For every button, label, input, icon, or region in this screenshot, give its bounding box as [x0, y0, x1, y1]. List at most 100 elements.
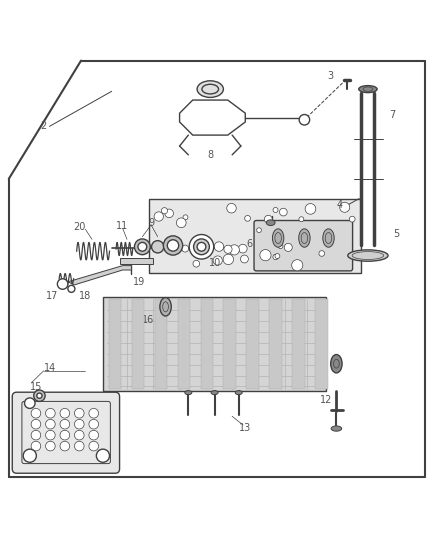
Circle shape	[89, 408, 99, 418]
Text: 17: 17	[46, 291, 58, 301]
Circle shape	[46, 430, 55, 440]
Ellipse shape	[348, 250, 388, 261]
Circle shape	[31, 419, 41, 429]
Circle shape	[165, 209, 173, 217]
Circle shape	[167, 240, 179, 251]
Circle shape	[37, 393, 42, 398]
Text: 5: 5	[393, 229, 399, 239]
Ellipse shape	[331, 426, 342, 431]
Bar	[315, 300, 328, 389]
Circle shape	[194, 239, 209, 255]
Circle shape	[96, 449, 110, 462]
Ellipse shape	[185, 391, 192, 394]
Circle shape	[299, 115, 310, 125]
Bar	[109, 300, 121, 389]
Circle shape	[182, 245, 189, 252]
Circle shape	[89, 430, 99, 440]
FancyBboxPatch shape	[254, 221, 353, 271]
Circle shape	[23, 449, 36, 462]
Text: 4: 4	[336, 200, 343, 210]
Circle shape	[240, 255, 248, 263]
Ellipse shape	[323, 229, 334, 247]
Circle shape	[31, 441, 41, 451]
Circle shape	[177, 218, 186, 228]
Text: 3: 3	[328, 71, 334, 81]
Circle shape	[245, 215, 251, 221]
Ellipse shape	[197, 81, 223, 98]
Bar	[223, 300, 236, 389]
Text: 15: 15	[30, 382, 42, 392]
Circle shape	[60, 419, 70, 429]
Circle shape	[89, 441, 99, 451]
Bar	[247, 300, 259, 389]
Polygon shape	[120, 258, 153, 264]
Ellipse shape	[266, 220, 275, 225]
Text: 10: 10	[208, 258, 221, 268]
Text: 13: 13	[239, 423, 251, 433]
Text: 9: 9	[148, 217, 154, 228]
Circle shape	[134, 239, 150, 255]
Circle shape	[60, 430, 70, 440]
Circle shape	[25, 398, 35, 408]
Text: 2: 2	[40, 122, 46, 131]
Circle shape	[138, 243, 147, 251]
Text: 18: 18	[79, 291, 92, 301]
Ellipse shape	[272, 229, 284, 247]
Text: 14: 14	[44, 363, 57, 373]
Text: 6: 6	[247, 239, 253, 249]
Circle shape	[260, 249, 271, 261]
Circle shape	[74, 419, 84, 429]
Circle shape	[213, 256, 223, 265]
Text: 8: 8	[207, 150, 213, 160]
Text: 11: 11	[116, 221, 128, 231]
Text: 20: 20	[74, 222, 86, 232]
Circle shape	[224, 245, 232, 253]
Circle shape	[46, 408, 55, 418]
Bar	[131, 300, 144, 389]
Circle shape	[60, 441, 70, 451]
Bar	[269, 300, 282, 389]
Circle shape	[229, 245, 240, 255]
Circle shape	[161, 208, 168, 214]
Text: 16: 16	[142, 315, 154, 325]
Circle shape	[193, 261, 200, 267]
Circle shape	[319, 251, 325, 256]
Text: 12: 12	[320, 395, 332, 405]
Circle shape	[273, 254, 279, 260]
Bar	[201, 300, 213, 389]
Circle shape	[214, 242, 224, 251]
Circle shape	[74, 430, 84, 440]
Circle shape	[74, 408, 84, 418]
Circle shape	[183, 215, 188, 220]
Circle shape	[275, 254, 280, 259]
Circle shape	[350, 216, 355, 222]
Circle shape	[60, 408, 70, 418]
FancyBboxPatch shape	[12, 392, 120, 473]
Bar	[293, 300, 305, 389]
Circle shape	[163, 236, 183, 255]
Circle shape	[305, 204, 316, 214]
Ellipse shape	[235, 391, 242, 394]
Ellipse shape	[160, 297, 171, 316]
Circle shape	[46, 419, 55, 429]
Circle shape	[284, 244, 292, 252]
Circle shape	[340, 202, 350, 212]
Ellipse shape	[211, 391, 218, 394]
Circle shape	[31, 430, 41, 440]
Polygon shape	[68, 265, 131, 285]
Ellipse shape	[359, 86, 377, 93]
Ellipse shape	[331, 354, 342, 373]
Circle shape	[227, 204, 236, 213]
Circle shape	[197, 243, 206, 251]
Circle shape	[46, 441, 55, 451]
Ellipse shape	[299, 229, 310, 247]
Circle shape	[190, 244, 198, 252]
Circle shape	[31, 408, 41, 418]
Circle shape	[152, 241, 164, 253]
Circle shape	[154, 212, 163, 221]
Text: 7: 7	[389, 110, 395, 120]
Circle shape	[292, 260, 303, 271]
Circle shape	[238, 244, 247, 253]
Circle shape	[57, 279, 68, 289]
Circle shape	[273, 207, 278, 213]
